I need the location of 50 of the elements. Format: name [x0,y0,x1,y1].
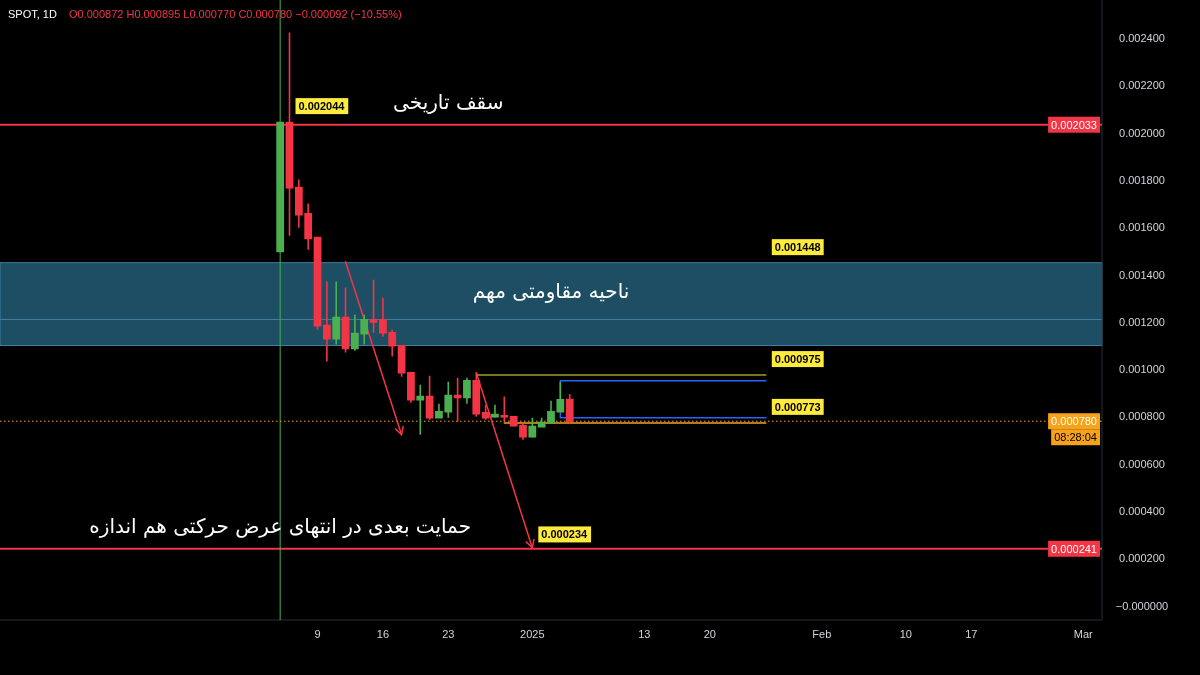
candlestick [416,383,425,436]
candlestick [481,403,490,421]
x-tick-label: Mar [1073,628,1094,640]
y-tick-label: 0.002400 [1119,31,1165,44]
annotation: 0.000975 [774,353,821,366]
y-tick-label: 0.001200 [1119,315,1165,328]
y-tick-label: 0.001800 [1119,173,1165,186]
y-tick-label: 0.000400 [1119,505,1165,518]
annotation: 0.002044 [298,100,346,113]
y-tick-label: 0.001600 [1119,221,1165,234]
candlestick [491,403,499,419]
x-tick-label: 17 [965,628,978,640]
annotation: 08:28:04 [1054,431,1097,444]
y-tick-label: 0.001400 [1119,268,1165,281]
x-tick-label: 13 [638,628,651,640]
y-tick-label: 0.002000 [1119,126,1165,139]
y-tick-label: 0.000600 [1119,457,1165,470]
candlestick [500,395,509,423]
text: SPOT, 1D [8,8,57,20]
x-tick-label: 10 [899,628,913,640]
candlestick [472,371,481,418]
x-tick-label: 2025 [520,628,545,640]
x-tick-label: 9 [314,628,321,640]
x-tick-label: Feb [812,628,832,640]
y-tick-label: 0.002200 [1119,79,1165,92]
annotation: 0.000234 [541,528,589,541]
candlestick [453,376,462,423]
annotation: 0.000773 [774,400,821,413]
candlestick [369,278,378,334]
y-tick-label: 0.001000 [1119,363,1165,376]
annotation: حمایت بعدی در انتهای عرض حرکتی هم اندازه [89,513,472,538]
annotation: سقف تاریخی [393,89,504,114]
ref-line-label: 0.002033 [1051,118,1097,131]
ref-line-label: 0.000241 [1051,542,1097,555]
y-tick-label: 0.000200 [1119,552,1165,565]
x-tick-label: 20 [703,628,716,640]
x-tick-label: 23 [442,628,455,640]
candlestick [332,280,341,346]
y-tick-label: −0.000000 [1115,599,1169,612]
candlestick [463,376,471,405]
band-label: ناحیه مقاومتی مهم [472,279,630,304]
candlestick [528,416,537,439]
y-tick-label: 0.000800 [1119,410,1165,423]
x-tick-label: 16 [376,628,390,640]
annotation: 0.001448 [774,241,821,254]
text: O0.000872 H0.000895 L0.000770 C0.000780 −0.000092 (−10.55%) [68,8,402,20]
candlestick [565,393,574,425]
candlestick [322,280,331,363]
candlestick [407,370,415,404]
ref-line-label: 0.000780 [1051,415,1097,428]
